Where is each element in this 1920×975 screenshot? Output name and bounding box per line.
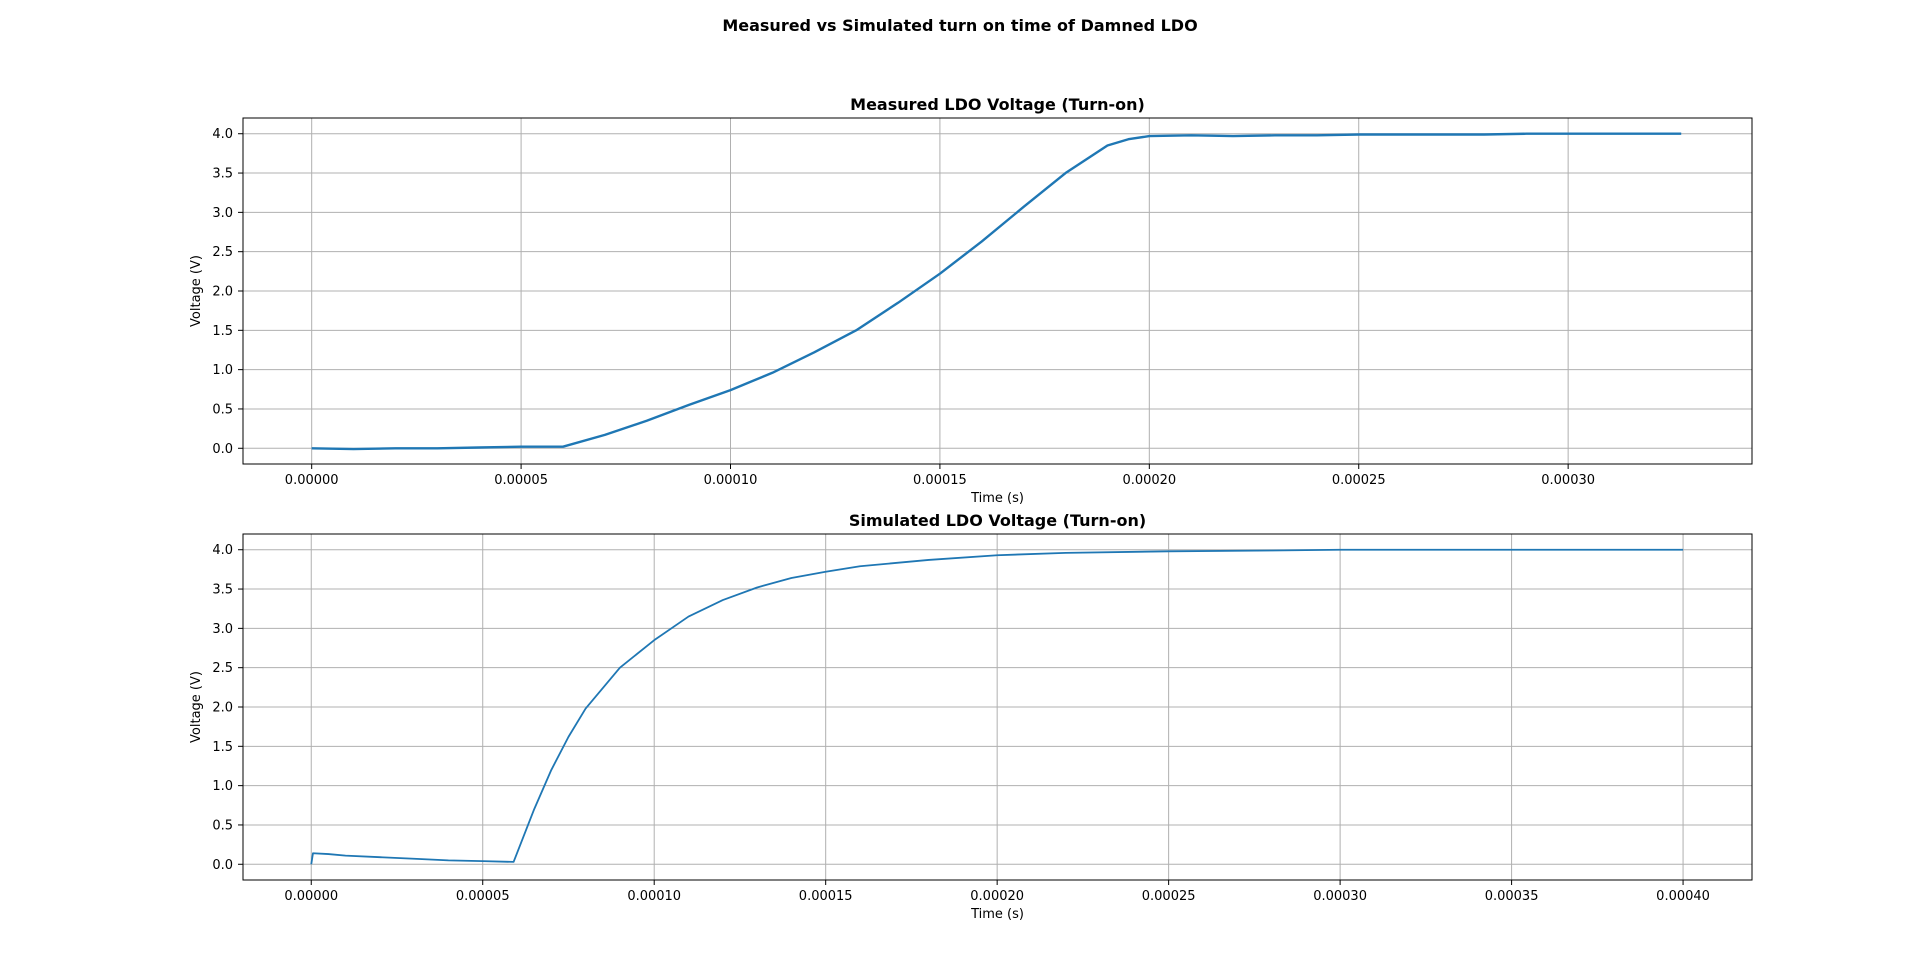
x-tick-label: 0.00010: [627, 889, 681, 904]
x-tick-label: 0.00015: [913, 473, 967, 488]
y-tick-label: 1.5: [212, 324, 233, 339]
y-tick-label: 2.5: [212, 245, 233, 260]
chart-title: Measured LDO Voltage (Turn-on): [850, 95, 1145, 114]
figure-suptitle: Measured vs Simulated turn on time of Da…: [722, 16, 1198, 35]
y-tick-label: 0.5: [212, 402, 233, 417]
y-tick-label: 3.5: [212, 583, 233, 598]
x-axis-label: Time (s): [970, 491, 1024, 506]
x-tick-label: 0.00000: [284, 889, 338, 904]
y-tick-label: 1.0: [212, 779, 233, 794]
x-tick-label: 0.00040: [1656, 889, 1710, 904]
y-tick-label: 2.0: [212, 701, 233, 716]
x-tick-label: 0.00035: [1485, 889, 1539, 904]
y-tick-label: 4.0: [212, 127, 233, 142]
y-tick-label: 3.0: [212, 622, 233, 637]
x-tick-label: 0.00005: [494, 473, 548, 488]
plot-frame: [242, 117, 1753, 465]
series-line: [311, 132, 1682, 451]
y-tick-label: 2.0: [212, 285, 233, 300]
y-tick-label: 2.5: [212, 661, 233, 676]
x-tick-label: 0.00010: [704, 473, 758, 488]
y-tick-label: 1.5: [212, 740, 233, 755]
y-tick-label: 3.0: [212, 206, 233, 221]
y-axis-label: Voltage (V): [189, 671, 204, 743]
y-tick-label: 4.0: [212, 543, 233, 558]
x-tick-label: 0.00000: [285, 473, 339, 488]
chart-title: Simulated LDO Voltage (Turn-on): [849, 511, 1146, 530]
x-tick-label: 0.00005: [456, 889, 510, 904]
x-tick-label: 0.00025: [1332, 473, 1386, 488]
y-axis-label: Voltage (V): [189, 255, 204, 327]
y-tick-label: 0.0: [212, 858, 233, 873]
series-line: [310, 548, 1684, 865]
x-tick-label: 0.00030: [1541, 473, 1595, 488]
x-axis-label: Time (s): [970, 907, 1024, 922]
y-tick-label: 1.0: [212, 363, 233, 378]
x-tick-label: 0.00025: [1142, 889, 1196, 904]
x-tick-label: 0.00020: [970, 889, 1024, 904]
x-tick-label: 0.00015: [799, 889, 853, 904]
y-tick-label: 3.5: [212, 167, 233, 182]
y-tick-label: 0.5: [212, 818, 233, 833]
y-tick-label: 0.0: [212, 442, 233, 457]
x-tick-label: 0.00030: [1313, 889, 1367, 904]
x-tick-label: 0.00020: [1122, 473, 1176, 488]
plot-frame: [242, 533, 1753, 881]
